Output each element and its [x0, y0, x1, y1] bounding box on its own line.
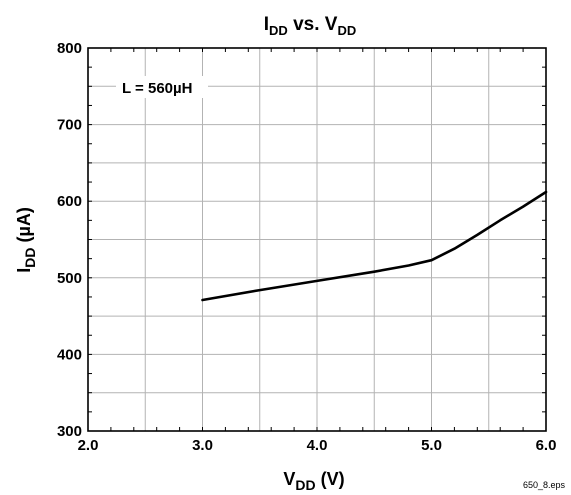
y-axis-label: IDD (µA) — [14, 207, 38, 273]
annotation-text: L = 560µH — [122, 80, 193, 97]
x-axis-label: VDD (V) — [283, 469, 344, 493]
plot-frame — [87, 47, 547, 432]
chart-title: IDD vs. VDD — [264, 14, 357, 38]
x-tick-label: 2.0 — [78, 437, 99, 454]
y-tick-label: 300 — [57, 423, 82, 440]
y-tick-label: 700 — [57, 117, 82, 134]
x-tick-labels: 2.0 3.0 4.0 5.0 6.0 — [78, 437, 557, 454]
x-tick-label: 6.0 — [536, 437, 557, 454]
annotation-background — [116, 76, 208, 98]
y-tick-label: 500 — [57, 270, 82, 287]
annotation: L = 560µH — [116, 76, 208, 98]
grid — [88, 48, 546, 431]
y-tick-labels: 300 400 500 600 700 800 — [57, 40, 82, 440]
x-tick-label: 5.0 — [421, 437, 442, 454]
footer-filename: 650_8.eps — [523, 480, 566, 490]
y-tick-label: 600 — [57, 193, 82, 210]
x-tick-label: 3.0 — [192, 437, 213, 454]
series-line — [201, 190, 548, 302]
y-tick-label: 800 — [57, 40, 82, 57]
x-tick-label: 4.0 — [307, 437, 328, 454]
y-tick-label: 400 — [57, 346, 82, 363]
